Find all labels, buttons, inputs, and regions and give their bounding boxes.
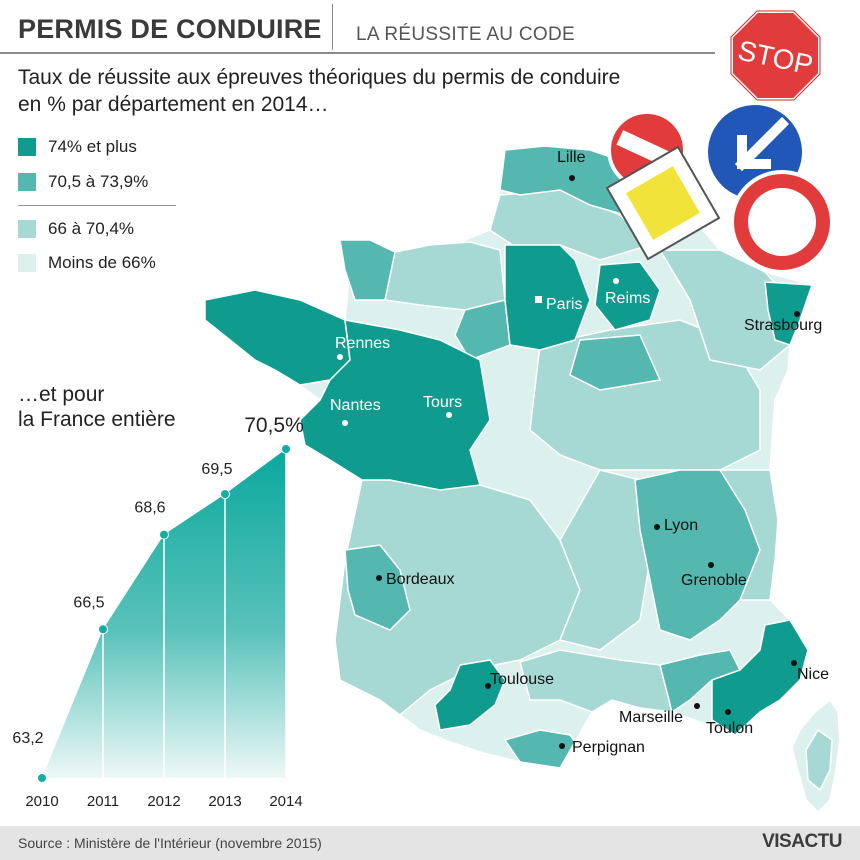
southcentral-light-zone — [519, 649, 673, 713]
brittany-dark-zone — [204, 289, 351, 386]
chart-tick-label-2014: 2014 — [269, 793, 302, 810]
city-label-toulouse: Toulouse — [490, 671, 554, 688]
city-label-perpignan: Perpignan — [572, 739, 645, 756]
city-label-bordeaux: Bordeaux — [386, 571, 455, 588]
normandy-medium-zone — [339, 239, 396, 301]
chart-tick-label-2012: 2012 — [147, 793, 180, 810]
city-label-lille: Lille — [557, 149, 586, 166]
chart-point-2013 — [220, 489, 230, 500]
legend-item-4: Moins de 66% — [18, 251, 156, 275]
city-label-tours: Tours — [423, 394, 462, 411]
city-marker-lyon: Lyon — [654, 517, 698, 534]
no-vehicles-sign-icon — [730, 170, 834, 274]
chart-value-label-2013: 69,5 — [201, 461, 232, 478]
national-heading-line1: …et pour — [18, 383, 105, 406]
brand-logo: VISACTU — [762, 831, 842, 852]
map-description: Taux de réussite aux épreuves théoriques… — [18, 64, 718, 118]
city-label-marseille: Marseille — [619, 709, 683, 726]
national-chart-heading: …et pour la France entière — [18, 382, 176, 432]
city-marker-marseille: Marseille — [619, 703, 700, 726]
city-marker-toulouse: Toulouse — [485, 671, 554, 689]
toulouse-dark-zone — [434, 659, 506, 731]
stop-sign-icon: STOP — [729, 9, 822, 102]
nice-dark-zone — [711, 619, 809, 736]
national-chart: 63,2 66,5 68,6 69,5 70,5% 2010 2011 2012 2013 201… — [12, 414, 303, 810]
legend-label-3: 66 à 70,4% — [48, 219, 135, 238]
legend-swatch-2 — [18, 173, 36, 191]
chart-value-label-2010: 63,2 — [12, 730, 43, 747]
loire-dark-zone — [299, 319, 491, 491]
rhone-alps-medium-zone — [634, 469, 761, 641]
city-label-paris: Paris — [546, 296, 582, 313]
chart-point-2010 — [37, 773, 47, 783]
southwest-light-zone — [334, 479, 581, 716]
chart-tick-label-2010: 2010 — [25, 793, 58, 810]
header-rule — [0, 52, 715, 54]
chart-value-label-2014: 70,5% — [244, 414, 304, 437]
chart-value-label-2011: 66,5 — [73, 594, 104, 611]
national-heading-line2: la France entière — [18, 408, 176, 431]
city-markers: Lille Paris Reims Strasbourg Rennes Nant… — [330, 149, 829, 756]
legend-divider — [18, 205, 176, 206]
city-label-strasbourg: Strasbourg — [744, 317, 822, 334]
city-marker-rennes: Rennes — [335, 335, 390, 360]
legend-label-1: 74% et plus — [48, 137, 137, 156]
reims-dark-zone — [594, 261, 661, 331]
chart-tick-label-2011: 2011 — [87, 793, 119, 810]
city-label-nantes: Nantes — [330, 397, 381, 414]
legend-swatch-1 — [18, 138, 36, 156]
city-marker-nantes: Nantes — [330, 397, 381, 426]
city-label-lyon: Lyon — [664, 517, 698, 534]
city-label-rennes: Rennes — [335, 335, 390, 352]
city-marker-reims: Reims — [605, 278, 650, 307]
picardy-medium-zone — [454, 299, 511, 361]
legend-item-1: 74% et plus — [18, 135, 137, 159]
footer: Source : Ministère de l'Intérieur (novem… — [0, 826, 860, 860]
legend-label-2: 70,5 à 73,9% — [48, 172, 149, 191]
north-medium-zone — [499, 145, 626, 217]
city-label-grenoble: Grenoble — [681, 572, 747, 589]
chart-point-2014 — [281, 444, 291, 454]
chart-value-label-2012: 68,6 — [134, 500, 165, 517]
legend-label-4: Moins de 66% — [48, 253, 156, 272]
city-marker-lille: Lille — [557, 149, 586, 181]
department-fills — [204, 145, 833, 792]
city-marker-strasbourg: Strasbourg — [744, 311, 822, 334]
city-marker-perpignan: Perpignan — [559, 739, 645, 756]
page-title: PERMIS DE CONDUIRE — [18, 14, 322, 44]
page-subtitle: LA RÉUSSITE AU CODE — [356, 24, 575, 45]
perpignan-medium-zone — [503, 729, 576, 769]
priority-road-sign-icon — [605, 145, 721, 261]
chart-tick-label-2013: 2013 — [208, 793, 241, 810]
strasbourg-dark-zone — [764, 281, 814, 346]
chart-point-2012 — [159, 529, 169, 540]
map-description-line1: Taux de réussite aux épreuves théoriques… — [18, 66, 621, 89]
chart-point-2011 — [98, 624, 108, 635]
city-label-nice: Nice — [797, 666, 829, 683]
city-marker-grenoble: Grenoble — [681, 562, 747, 589]
city-marker-toulon: Toulon — [706, 709, 753, 737]
city-label-toulon: Toulon — [706, 720, 753, 737]
legend-item-2: 70,5 à 73,9% — [18, 170, 148, 194]
champagne-medium-zone — [569, 334, 662, 391]
paris-dark-zone — [504, 244, 591, 351]
corsica-medium-zone — [805, 728, 833, 792]
city-marker-paris: Paris — [535, 296, 582, 313]
city-label-reims: Reims — [605, 290, 650, 307]
legend-swatch-3 — [18, 220, 36, 238]
legend-item-3: 66 à 70,4% — [18, 217, 134, 241]
map-description-line2: en % par département en 2014… — [18, 93, 329, 116]
bordeaux-medium-zone — [344, 544, 411, 631]
city-marker-bordeaux: Bordeaux — [376, 571, 455, 588]
chart-marks: 63,2 66,5 68,6 69,5 70,5% 2010 2011 2012 2013 201… — [12, 414, 303, 810]
city-marker-nice: Nice — [791, 660, 829, 683]
header-divider — [332, 4, 333, 50]
legend-swatch-4 — [18, 254, 36, 272]
normandy-light-zone — [384, 241, 506, 311]
city-marker-tours: Tours — [423, 394, 462, 418]
source-credit: Source : Ministère de l'Intérieur (novem… — [18, 835, 322, 851]
road-signs: STOP — [605, 9, 834, 274]
